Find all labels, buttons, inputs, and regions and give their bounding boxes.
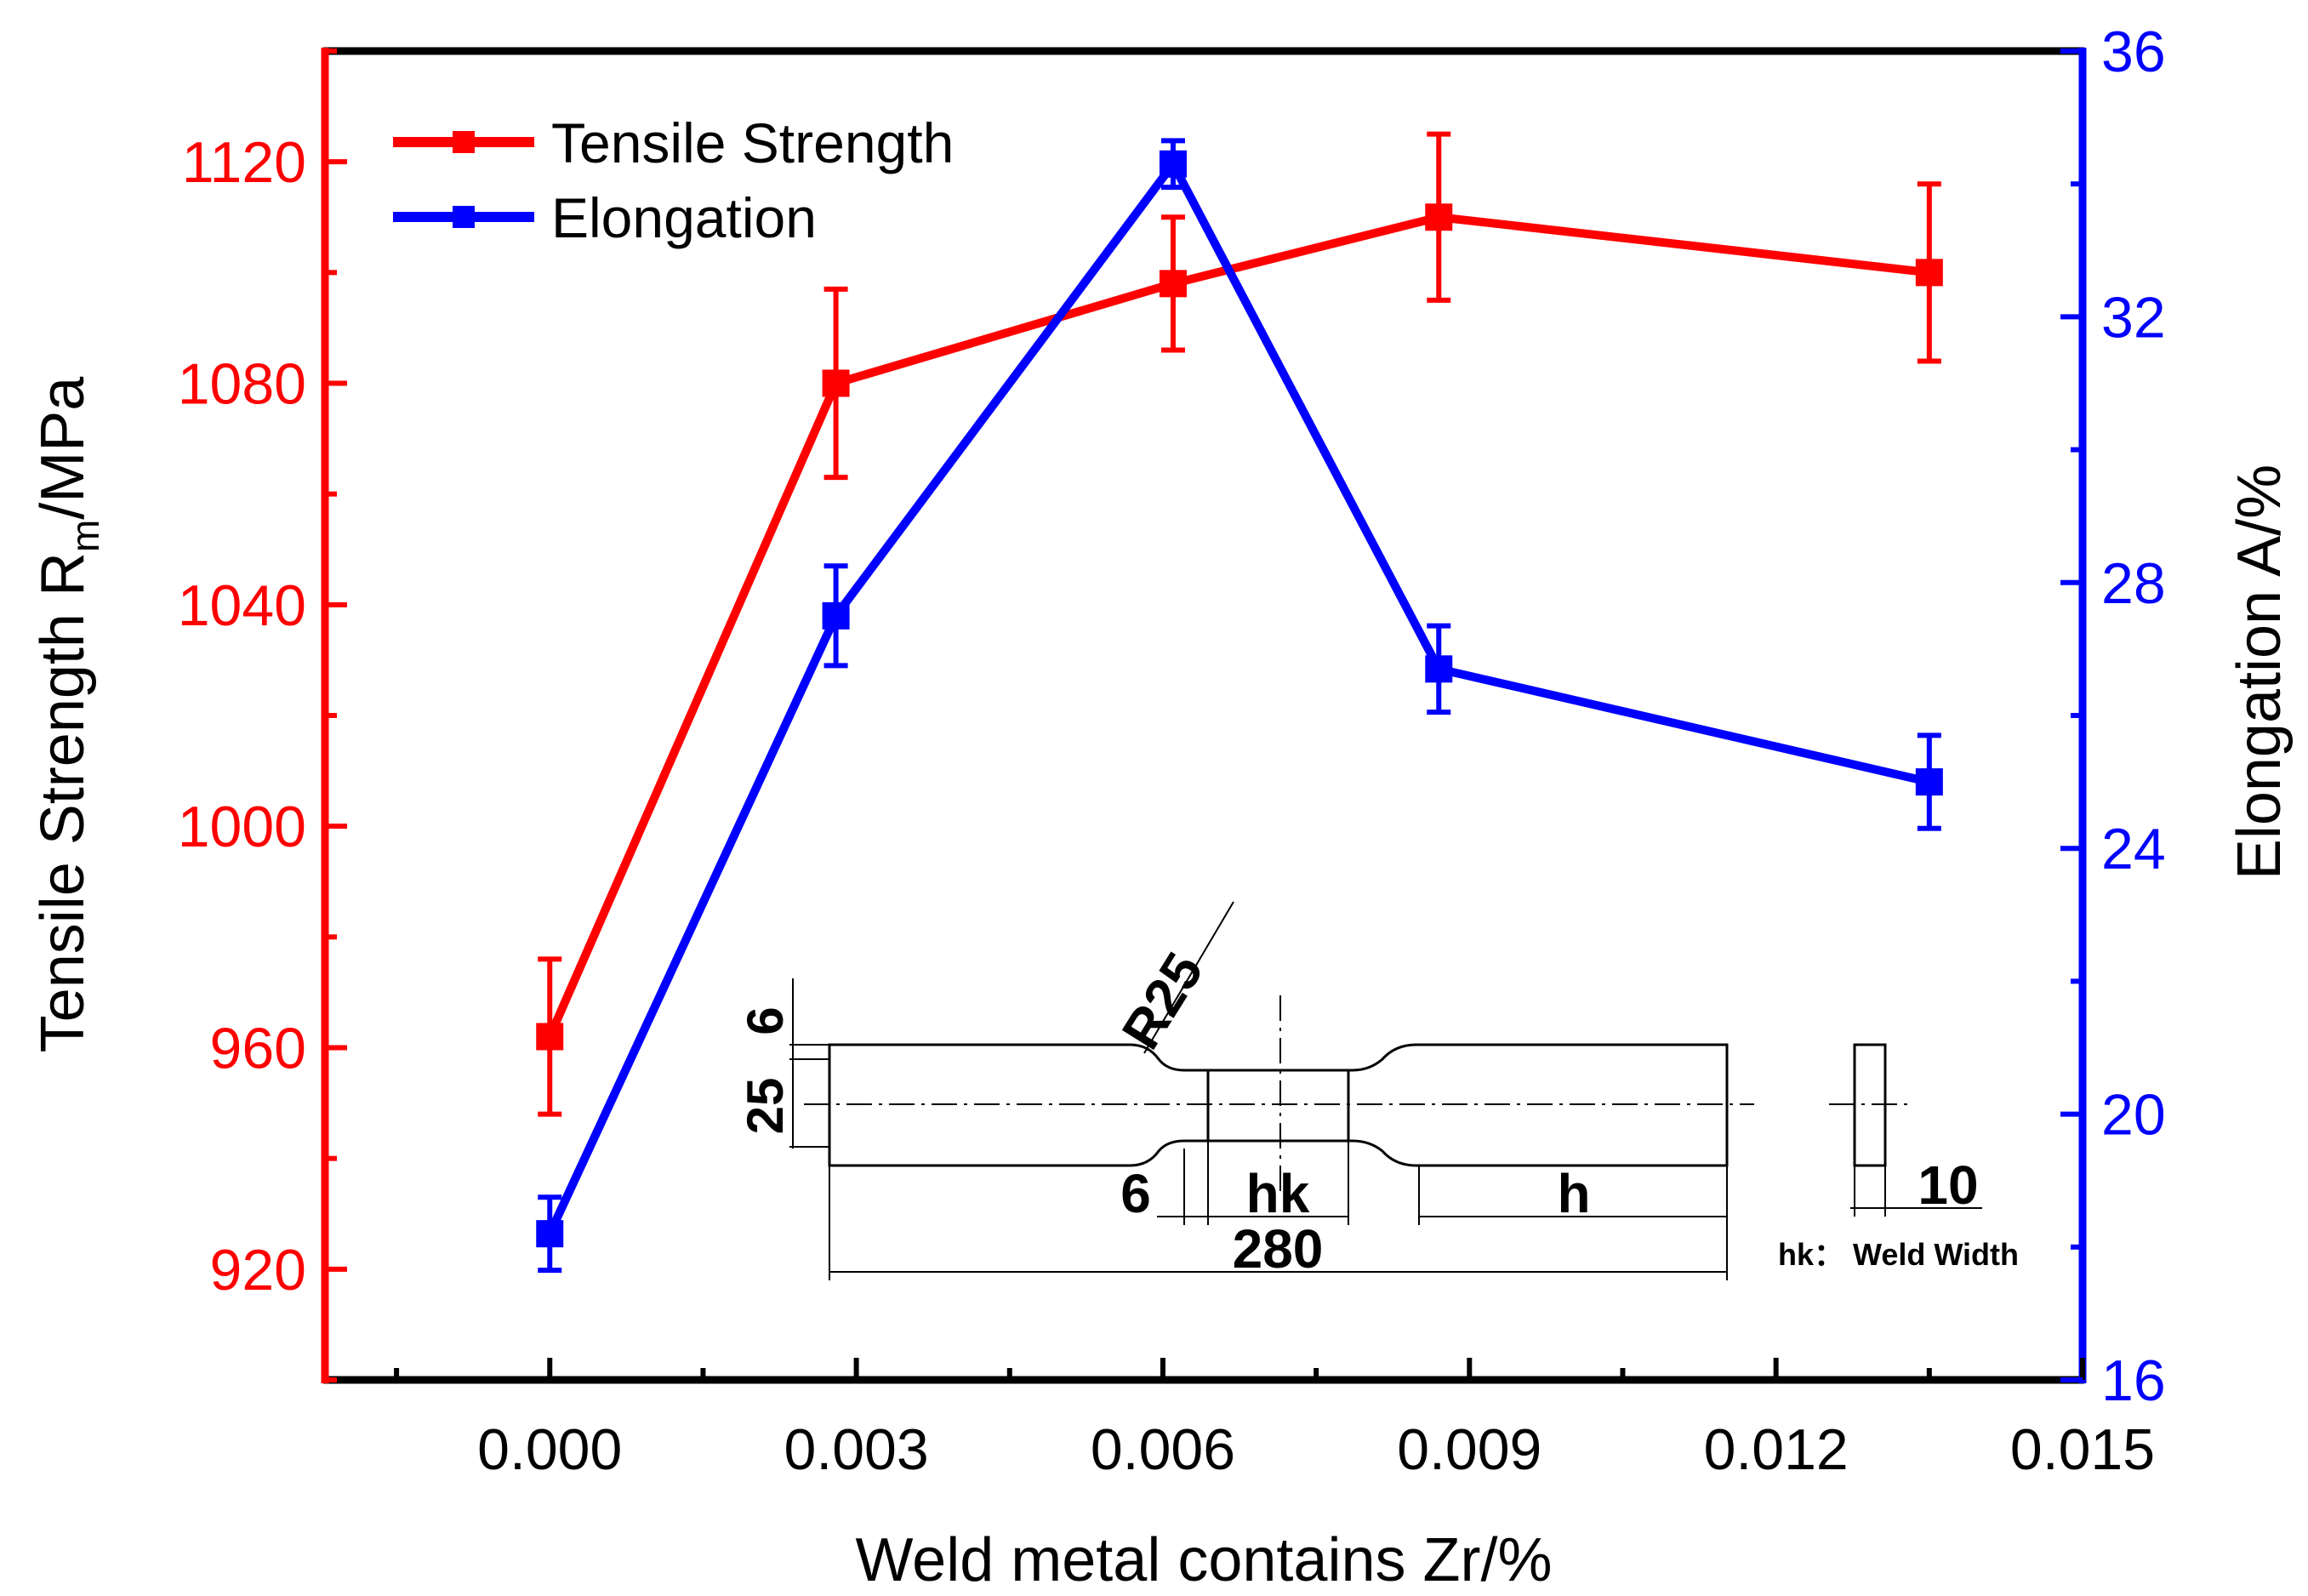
left-axis-title-main: Tensile Strength R (29, 552, 97, 1052)
point-elongation-3 (1425, 655, 1453, 683)
y-right-tick-label-1: 20 (2101, 1083, 2166, 1148)
label-weld-width-note: hk： Weld Width (1778, 1237, 2019, 1272)
y-right-tick-label-4: 32 (2101, 285, 2166, 350)
point-elongation-1 (822, 601, 850, 630)
x-tick-label-5: 0.015 (2010, 1417, 2155, 1482)
y-right-tick-label-2: 24 (2101, 817, 2166, 881)
y-right-tick-label-0: 16 (2101, 1348, 2166, 1413)
point-elongation-2 (1159, 150, 1187, 178)
x-tick-label-3: 0.009 (1397, 1417, 1542, 1482)
label-h: h (1557, 1163, 1590, 1224)
label-hk: hk (1246, 1163, 1310, 1224)
point-tensile-strength-3 (1425, 203, 1453, 231)
right-axis-ticks: 16 20 24 28 32 36 (2060, 20, 2166, 1413)
point-tensile-strength-0 (536, 1023, 564, 1051)
legend-label-tensile: Tensile Strength (551, 111, 954, 174)
legend: Tensile Strength Elongation (393, 111, 954, 249)
point-elongation-4 (1915, 768, 1943, 796)
x-tick-label-4: 0.012 (1704, 1417, 1849, 1482)
y-left-tick-label-0: 920 (210, 1238, 306, 1302)
left-axis-title-tail: /MPa (29, 376, 97, 520)
dim-r25-leader (1143, 901, 1234, 1054)
y-left-tick-label-1: 960 (210, 1017, 306, 1081)
label-10: 10 (1918, 1154, 1978, 1216)
label-25: 25 (737, 1078, 794, 1135)
x-tick-label-1: 0.003 (784, 1417, 929, 1482)
point-tensile-strength-2 (1159, 270, 1187, 298)
x-axis-ticks: 0.000 0.003 0.006 0.009 0.012 0.015 (394, 1358, 2155, 1482)
legend-marker-tensile (453, 131, 475, 153)
series-line-elongation (545, 159, 1930, 1236)
x-tick-label-2: 0.006 (1091, 1417, 1235, 1482)
label-280: 280 (1233, 1218, 1324, 1280)
y-left-tick-label-5: 1120 (182, 130, 306, 195)
legend-marker-elongation (453, 206, 475, 228)
series-line-tensile-strength (545, 213, 1930, 1039)
y-left-tick-label-4: 1080 (178, 352, 306, 417)
y-left-tick-label-3: 1040 (178, 573, 306, 638)
series-elongation (536, 138, 1943, 1274)
point-tensile-strength-4 (1915, 259, 1943, 287)
left-axis-title-sub: m (63, 520, 107, 552)
series-tensile-strength (536, 131, 1943, 1117)
left-axis-ticks: 920 960 1000 1040 1080 1120 (178, 48, 347, 1382)
x-axis-title: Weld metal contains Zr/% (856, 1526, 1553, 1594)
specimen-labels: 6 25 R25 6 hk 280 h 10 hk： Weld Width (737, 942, 2019, 1280)
label-6-top: 6 (737, 1006, 794, 1035)
label-6-bottom: 6 (1120, 1163, 1151, 1224)
specimen-drawing (789, 901, 1982, 1280)
left-axis-title: Tensile Strength Rm/MPa (29, 376, 107, 1053)
point-elongation-0 (536, 1220, 564, 1248)
legend-label-elongation: Elongation (551, 186, 817, 249)
right-axis-title: Elongation A/% (2225, 465, 2294, 880)
y-right-tick-label-5: 36 (2101, 20, 2166, 84)
point-tensile-strength-1 (822, 369, 850, 397)
y-right-tick-label-3: 28 (2101, 551, 2166, 616)
y-left-tick-label-2: 1000 (178, 795, 306, 859)
x-tick-label-0: 0.000 (477, 1417, 622, 1482)
series-layer (536, 131, 1943, 1274)
